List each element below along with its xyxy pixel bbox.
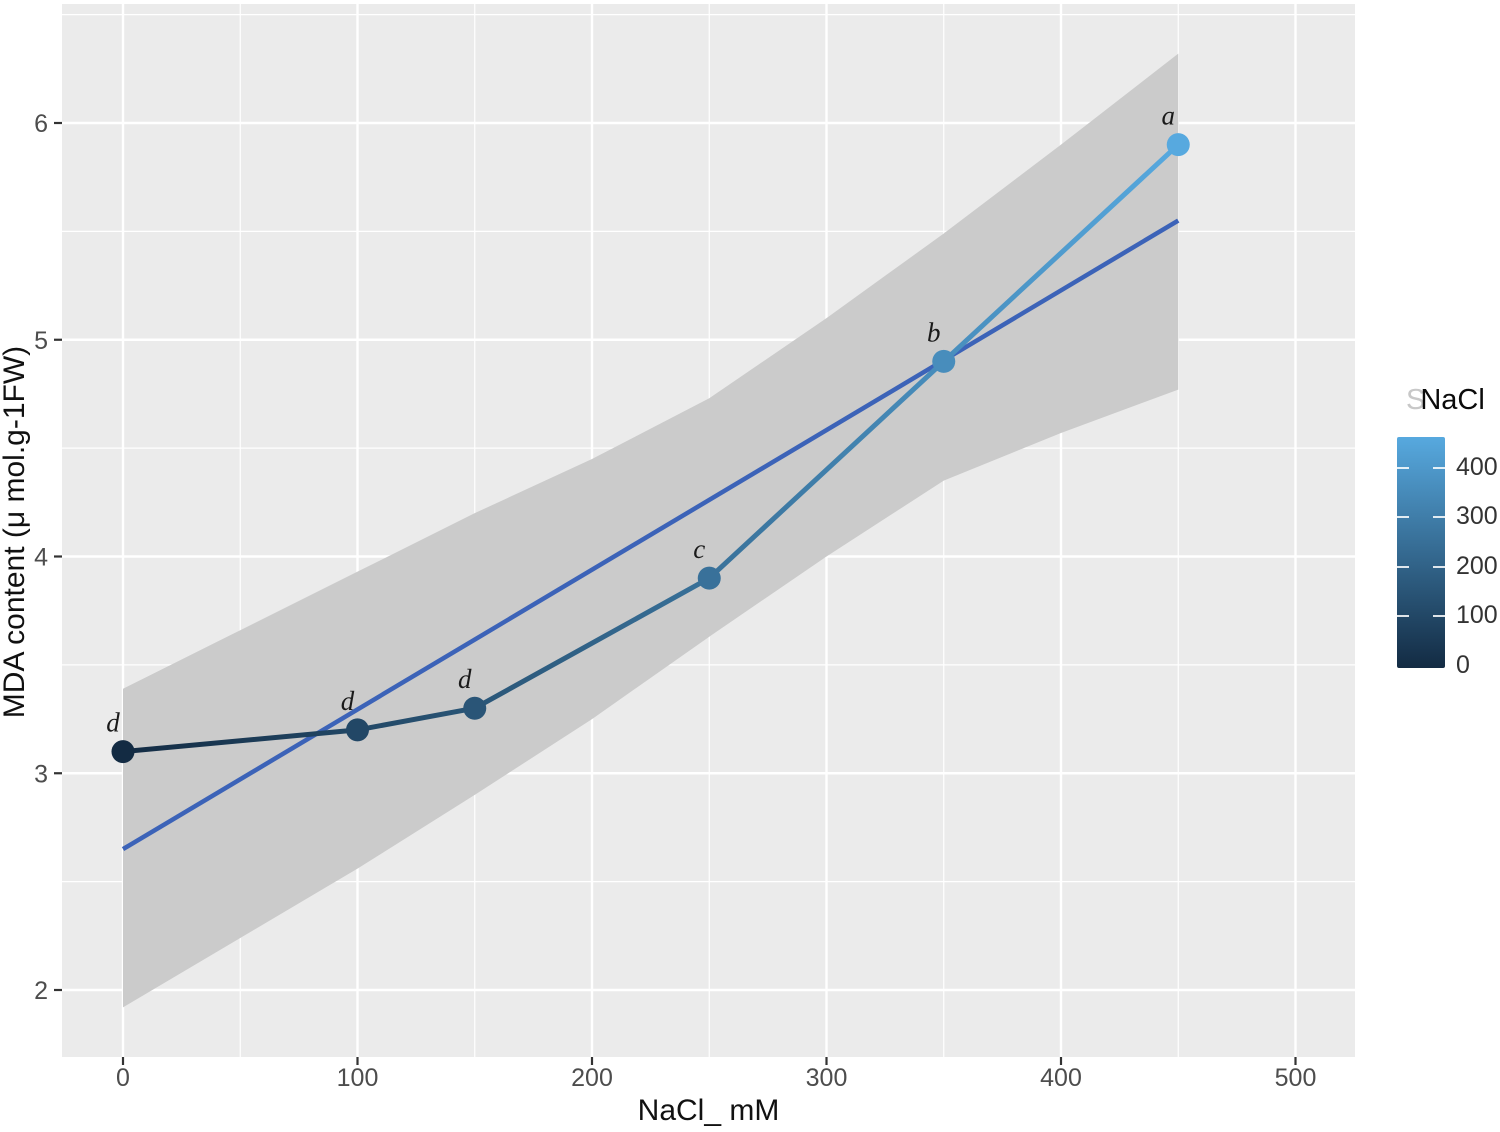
confidence-ribbon	[123, 53, 1179, 1008]
x-tick-label: 500	[1275, 1064, 1317, 1092]
colorbar-tick-mark	[1433, 615, 1445, 617]
data-point	[463, 696, 487, 720]
point-label: b	[927, 317, 941, 347]
legend-ghost-text: S	[1406, 384, 1426, 416]
legend-tick-label: 400	[1456, 452, 1498, 481]
legend-tick-label: 200	[1456, 551, 1498, 580]
data-point	[697, 566, 721, 590]
data-point	[111, 740, 135, 764]
colorbar-tick-mark	[1433, 516, 1445, 518]
legend-tick-label: 100	[1456, 601, 1498, 629]
colorbar-tick-mark	[1397, 615, 1409, 617]
y-tick-label: 6	[34, 110, 48, 138]
x-axis-title: NaCl_ mM	[637, 1094, 780, 1127]
colorbar-tick-mark	[1397, 565, 1409, 568]
regression-line	[121, 218, 1180, 852]
point-label: a	[1162, 101, 1176, 131]
y-tick-label: 4	[34, 544, 48, 572]
colorbar-tick-mark	[1397, 466, 1409, 469]
colorbar-tick-mark	[1433, 466, 1445, 469]
colorbar-tick-mark	[1433, 565, 1445, 568]
x-tick-label: 200	[571, 1064, 613, 1092]
data-point	[1166, 133, 1190, 157]
y-tick-label: 2	[34, 977, 48, 1005]
legend-tick-label: 0	[1456, 650, 1470, 679]
legend-tick-label: 300	[1456, 502, 1498, 530]
point-label: c	[693, 534, 705, 564]
legend-title-row: SNaCl	[1406, 384, 1485, 417]
point-label: d	[106, 708, 120, 738]
legend-title: NaCl	[1420, 384, 1485, 416]
x-tick-label: 0	[116, 1064, 130, 1092]
y-axis-title: MDA content (μ mol.g-1FW)	[0, 345, 31, 719]
x-tick-label: 400	[1040, 1064, 1082, 1092]
point-label: d	[458, 664, 472, 694]
x-tick-label: 100	[337, 1064, 379, 1092]
y-tick-label: 3	[34, 760, 48, 788]
observed-line	[122, 142, 1180, 755]
colorbar-tick-mark	[1397, 516, 1409, 518]
colorbar-gradient	[1397, 437, 1445, 668]
y-tick-label: 5	[34, 327, 48, 355]
data-point	[932, 349, 956, 373]
data-point	[346, 718, 369, 742]
x-tick-label: 300	[806, 1064, 848, 1092]
point-label: d	[341, 686, 355, 716]
colorbar-legend: SNaCl 400 300 200 100 0	[1380, 380, 1500, 740]
